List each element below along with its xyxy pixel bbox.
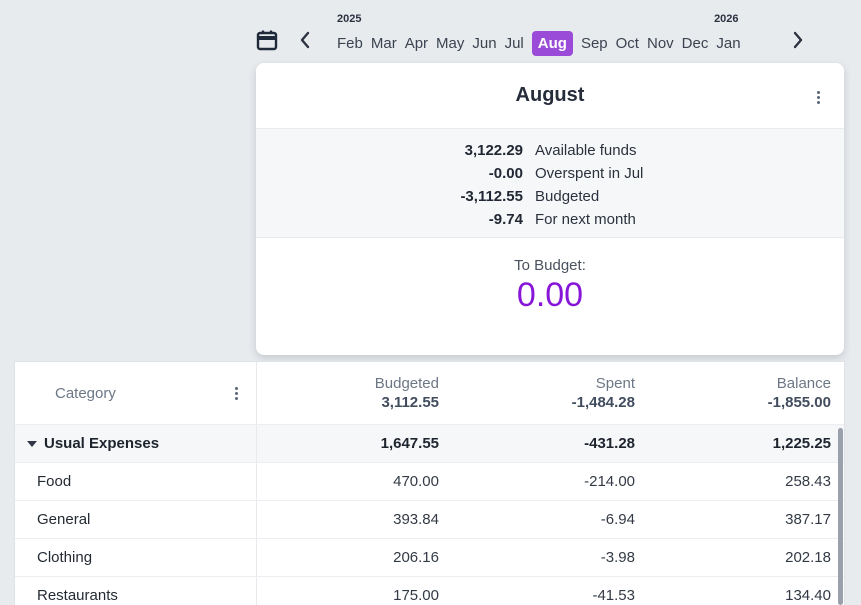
table-menu-button[interactable] — [231, 383, 242, 404]
chevron-right-icon — [793, 31, 803, 49]
overspent-label: Overspent in Jul — [535, 165, 644, 182]
group-budgeted-cell: 1,647.55 — [380, 435, 439, 452]
balance-column-label: Balance — [776, 375, 831, 392]
month-jan[interactable]: Jan — [716, 34, 741, 52]
table-row-restaurants: Restaurants 175.00 -41.53 134.40 — [15, 576, 844, 605]
budgeted-column-total: 3,112.55 — [381, 394, 439, 411]
to-budget-amount[interactable]: 0.00 — [516, 276, 584, 314]
calendar-icon — [256, 30, 278, 51]
month-nov[interactable]: Nov — [646, 34, 674, 52]
overspent-value: -0.00 — [488, 165, 523, 182]
table-row-food: Food 470.00 -214.00 258.43 — [15, 462, 844, 500]
spent-cell[interactable]: -214.00 — [584, 473, 635, 490]
summary-row-available-funds: 3,122.29 Available funds — [256, 139, 844, 162]
next-month-label: For next month — [535, 211, 636, 228]
budget-table: Category Budgeted 3,112.55 Spent -1,484.… — [14, 361, 845, 605]
month-apr[interactable]: Apr — [404, 34, 429, 52]
balance-cell[interactable]: 202.18 — [785, 549, 831, 566]
table-scrollbar[interactable] — [838, 428, 843, 605]
spent-column-label: Spent — [595, 375, 635, 392]
budgeted-cell[interactable]: 175.00 — [393, 587, 439, 604]
summary-row-overspent: -0.00 Overspent in Jul — [256, 162, 844, 185]
spent-column-header[interactable]: Spent -1,484.28 — [453, 362, 649, 424]
category-name-cell[interactable]: Food — [15, 463, 257, 500]
spent-cell[interactable]: -3.98 — [600, 549, 635, 566]
month-jun[interactable]: Jun — [472, 34, 497, 52]
chevron-left-icon — [300, 31, 310, 49]
spent-cell[interactable]: -41.53 — [592, 587, 635, 604]
month-jul[interactable]: Jul — [504, 34, 524, 52]
next-month-value: -9.74 — [488, 211, 523, 228]
table-row-clothing: Clothing 206.16 -3.98 202.18 — [15, 538, 844, 576]
month-may[interactable]: May — [436, 34, 465, 52]
table-header-row: Category Budgeted 3,112.55 Spent -1,484.… — [15, 362, 844, 424]
collapse-caret-icon[interactable] — [27, 440, 37, 447]
month-oct[interactable]: Oct — [615, 34, 639, 52]
month-sep[interactable]: Sep — [580, 34, 608, 52]
budgeted-column-label: Budgeted — [374, 375, 439, 392]
available-funds-value: 3,122.29 — [464, 142, 523, 159]
year-label-right: 2026 — [714, 13, 739, 25]
budgeted-column-header[interactable]: Budgeted 3,112.55 — [257, 362, 453, 424]
card-header: August — [256, 63, 844, 128]
group-balance-cell: 1,225.25 — [772, 435, 831, 452]
budgeted-cell[interactable]: 206.16 — [393, 549, 439, 566]
summary-row-budgeted: -3,112.55 Budgeted — [256, 185, 844, 208]
budgeted-value: -3,112.55 — [460, 188, 523, 205]
budgeted-cell[interactable]: 470.00 — [393, 473, 439, 490]
group-name-cell[interactable]: Usual Expenses — [15, 425, 257, 462]
budgeted-label: Budgeted — [535, 188, 600, 205]
spent-cell[interactable]: -6.94 — [600, 511, 635, 528]
month-title: August — [515, 84, 585, 106]
to-budget-label: To Budget: — [514, 257, 586, 274]
category-group-row[interactable]: Usual Expenses 1,647.55 -431.28 1,225.25 — [15, 424, 844, 462]
category-name-cell[interactable]: General — [15, 501, 257, 538]
month-budget-card: August 3,122.29 Available funds -0.00 Ov… — [256, 63, 844, 355]
table-row-general: General 393.84 -6.94 387.17 — [15, 500, 844, 538]
balance-cell[interactable]: 258.43 — [785, 473, 831, 490]
balance-cell[interactable]: 134.40 — [785, 587, 831, 604]
budgeted-cell[interactable]: 393.84 — [393, 511, 439, 528]
category-name-cell[interactable]: Restaurants — [15, 577, 257, 605]
category-column-header: Category — [15, 362, 257, 424]
kebab-icon — [235, 386, 238, 400]
available-funds-label: Available funds — [535, 142, 637, 159]
balance-cell[interactable]: 387.17 — [785, 511, 831, 528]
spent-column-total: -1,484.28 — [571, 394, 635, 411]
summary-row-next-month: -9.74 For next month — [256, 208, 844, 231]
balance-column-header[interactable]: Balance -1,855.00 — [649, 362, 844, 424]
prev-month-button[interactable] — [296, 31, 314, 51]
to-budget-section: To Budget: 0.00 — [256, 238, 844, 314]
budget-summary: 3,122.29 Available funds -0.00 Overspent… — [256, 128, 844, 238]
year-label-left: 2025 — [337, 13, 362, 25]
category-name-cell[interactable]: Clothing — [15, 539, 257, 576]
card-menu-button[interactable] — [813, 87, 824, 108]
month-feb[interactable]: Feb — [337, 34, 363, 52]
group-name: Usual Expenses — [44, 435, 160, 452]
month-aug-selected[interactable]: Aug — [531, 30, 573, 56]
group-spent-cell: -431.28 — [584, 435, 635, 452]
next-month-button[interactable] — [789, 31, 807, 51]
calendar-button[interactable] — [254, 28, 280, 54]
kebab-icon — [817, 91, 820, 104]
month-dec[interactable]: Dec — [681, 34, 709, 52]
month-navigation: 2025 2026 Feb Mar Apr May Jun Jul Aug Se… — [0, 0, 861, 60]
balance-column-total: -1,855.00 — [767, 394, 831, 411]
month-mar[interactable]: Mar — [370, 34, 397, 52]
month-list-wrap: 2025 2026 Feb Mar Apr May Jun Jul Aug Se… — [337, 13, 741, 56]
category-header-label: Category — [55, 384, 116, 402]
month-list: Feb Mar Apr May Jun Jul Aug Sep Oct Nov … — [337, 30, 741, 56]
